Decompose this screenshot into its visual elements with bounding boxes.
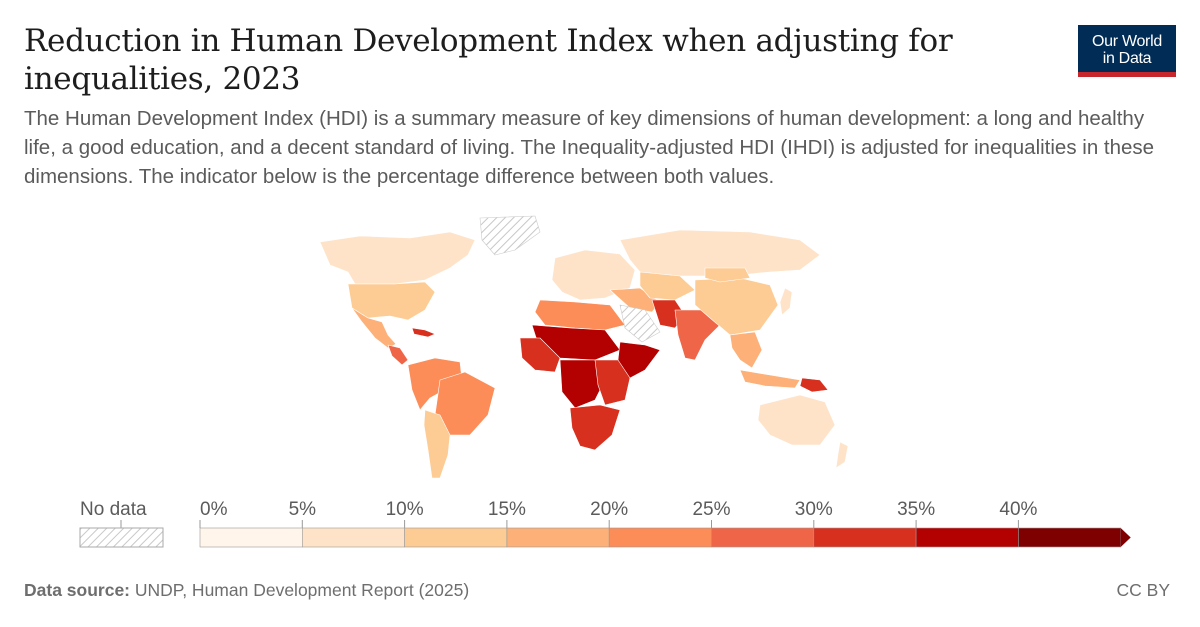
legend-bin[interactable] — [506, 527, 610, 548]
map-region-canada[interactable] — [319, 231, 476, 285]
legend-bin[interactable] — [1018, 527, 1122, 548]
legend-bin[interactable] — [404, 527, 508, 548]
chart-title: Reduction in Human Development Index whe… — [24, 23, 953, 97]
legend-tick-label: 30% — [795, 499, 833, 520]
legend-no-data-label: No data — [80, 499, 147, 520]
logo-line-2: in Data — [1102, 50, 1152, 67]
map-region-west-africa[interactable] — [519, 337, 561, 373]
legend-overflow-arrow — [1120, 528, 1131, 547]
legend-tick-label: 25% — [692, 499, 730, 520]
chart-subtitle: The Human Development Index (HDI) is a s… — [24, 107, 1155, 188]
data-source: Data source: UNDP, Human Development Rep… — [24, 580, 470, 600]
map-region-caribbean[interactable] — [411, 327, 436, 338]
map-region-china[interactable] — [694, 277, 779, 336]
map-region-greenland[interactable] — [479, 215, 541, 256]
legend-tick-label: 35% — [897, 499, 935, 520]
legend-bin[interactable] — [608, 527, 712, 548]
map-region-russia[interactable] — [619, 229, 821, 277]
legend-color-bins — [199, 527, 1131, 548]
world-map[interactable] — [300, 210, 860, 485]
map-region-south-america-south[interactable] — [423, 409, 451, 479]
legend-tick-labels: 0% 5% 10% 15% 20% 25% 30% 35% 40% — [199, 499, 1038, 528]
legend-tick-label: 15% — [488, 499, 526, 520]
legend-bin[interactable] — [915, 527, 1019, 548]
map-region-southern-africa[interactable] — [569, 404, 621, 451]
map-region-japan[interactable] — [779, 287, 793, 316]
legend-tick-label: 40% — [999, 499, 1037, 520]
legend-bin[interactable] — [301, 527, 405, 548]
legend-bin[interactable] — [711, 527, 815, 548]
legend-bin[interactable] — [199, 527, 303, 548]
map-region-mexico[interactable] — [351, 307, 397, 349]
map-region-indonesia[interactable] — [739, 369, 801, 389]
logo-line-1: Our World — [1092, 33, 1162, 50]
map-region-arabian-peninsula[interactable] — [619, 304, 661, 343]
map-region-mongolia[interactable] — [704, 267, 751, 283]
legend-tick-label: 0% — [200, 499, 228, 520]
legend-tick-label: 20% — [590, 499, 628, 520]
map-region-southeast-asia[interactable] — [729, 331, 763, 369]
legend-tick-label: 10% — [386, 499, 424, 520]
owid-logo[interactable]: Our World in Data — [1078, 25, 1176, 77]
legend-tick-label: 5% — [289, 499, 317, 520]
map-region-new-zealand[interactable] — [835, 441, 849, 469]
map-region-australia[interactable] — [757, 394, 836, 446]
legend-bin[interactable] — [813, 527, 917, 548]
legend-no-data-swatch — [79, 527, 164, 548]
map-region-north-africa[interactable] — [534, 299, 626, 331]
map-legend: No data 0% 5% 10% 15% 20% 25% 30% 35% 40% — [79, 499, 1131, 548]
license-link[interactable]: CC BY — [1116, 580, 1170, 600]
map-region-papua-new-guinea[interactable] — [799, 377, 829, 393]
map-region-horn-of-africa[interactable] — [617, 341, 661, 379]
map-region-central-america[interactable] — [387, 344, 409, 366]
